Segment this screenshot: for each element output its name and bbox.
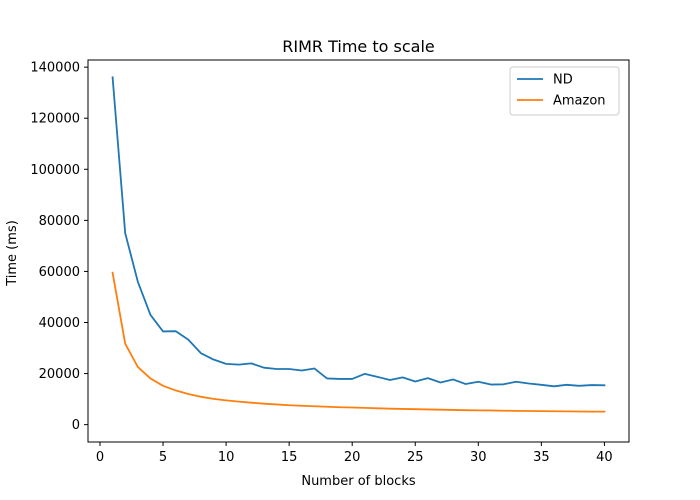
x-axis: 0 5 10 15 20 25 30 35 40 bbox=[96, 442, 613, 465]
legend: ND Amazon bbox=[509, 66, 620, 116]
series-layer bbox=[111, 76, 606, 413]
legend-label-amazon: Amazon bbox=[553, 94, 606, 109]
x-axis-title: Number of blocks bbox=[301, 474, 416, 489]
plot-frame bbox=[87, 59, 630, 443]
y-axis-title: Time (ms) bbox=[5, 220, 20, 287]
x-tick-label: 5 bbox=[159, 450, 167, 465]
y-axis: 0 20000 40000 60000 80000 100000 120000 140000 bbox=[30, 61, 88, 433]
y-tick-label: 0 bbox=[72, 418, 80, 433]
x-tick-label: 30 bbox=[470, 450, 487, 465]
chart-title: RIMR Time to scale bbox=[282, 37, 434, 56]
x-tick-label: 15 bbox=[281, 450, 298, 465]
series-line-amazon bbox=[111, 271, 606, 413]
x-tick-label: 25 bbox=[407, 450, 424, 465]
x-tick-label: 10 bbox=[218, 450, 235, 465]
y-tick-label: 40000 bbox=[39, 316, 80, 331]
x-tick-label: 0 bbox=[96, 450, 104, 465]
x-tick-label: 40 bbox=[596, 450, 613, 465]
y-tick-label: 60000 bbox=[39, 265, 80, 280]
y-tick-label: 80000 bbox=[39, 214, 80, 229]
y-tick-label: 140000 bbox=[30, 61, 80, 76]
x-tick-label: 20 bbox=[344, 450, 361, 465]
series-line-nd bbox=[111, 76, 606, 388]
y-tick-label: 20000 bbox=[39, 367, 80, 382]
x-tick-label: 35 bbox=[533, 450, 550, 465]
legend-label-nd: ND bbox=[553, 73, 573, 88]
y-tick-label: 120000 bbox=[30, 112, 80, 127]
y-tick-label: 100000 bbox=[30, 163, 80, 178]
